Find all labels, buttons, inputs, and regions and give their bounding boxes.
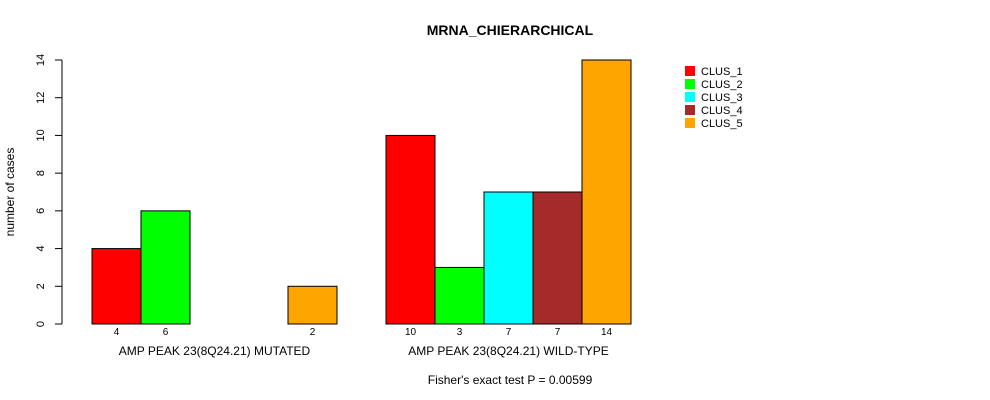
bar xyxy=(140,210,191,325)
bars xyxy=(91,59,632,325)
y-tick-label: 12 xyxy=(35,92,47,104)
group-labels: AMP PEAK 23(8Q24.21) MUTATED AMP PEAK 23(… xyxy=(119,344,609,358)
group-label: AMP PEAK 23(8Q24.21) MUTATED xyxy=(119,344,311,358)
fisher-test-footnote: Fisher's exact test P = 0.00599 xyxy=(428,373,593,387)
y-tick-label: 6 xyxy=(35,208,47,214)
legend-label: CLUS_1 xyxy=(701,66,743,78)
legend-swatch xyxy=(685,92,695,102)
y-tick-label: 10 xyxy=(35,129,47,141)
legend-label: CLUS_5 xyxy=(701,118,743,130)
chart-title: MRNA_CHIERARCHICAL xyxy=(427,22,594,38)
y-tick-label: 0 xyxy=(35,321,47,327)
bar xyxy=(287,285,338,325)
count-label: 7 xyxy=(555,327,561,338)
count-labels: 4 6 2 10 3 7 7 14 xyxy=(114,327,613,338)
legend-label: CLUS_2 xyxy=(701,79,743,91)
bar xyxy=(385,134,436,325)
bar xyxy=(532,191,583,325)
y-axis-label: number of cases xyxy=(3,148,17,237)
count-label: 2 xyxy=(310,327,316,338)
count-label: 6 xyxy=(163,327,169,338)
count-label: 10 xyxy=(405,327,417,338)
legend-swatch xyxy=(685,118,695,128)
y-tick-label: 2 xyxy=(35,283,47,289)
bar xyxy=(434,266,485,325)
legend-label: CLUS_4 xyxy=(701,105,743,117)
legend-swatch xyxy=(685,66,695,76)
y-tick-label: 8 xyxy=(35,170,47,176)
legend-label: CLUS_3 xyxy=(701,92,743,104)
legend-swatch xyxy=(685,79,695,89)
group-label: AMP PEAK 23(8Q24.21) WILD-TYPE xyxy=(408,344,609,358)
count-label: 7 xyxy=(506,327,512,338)
count-label: 14 xyxy=(601,327,613,338)
legend-swatch xyxy=(685,105,695,115)
y-tick-label: 4 xyxy=(35,246,47,252)
bar xyxy=(581,59,632,325)
y-axis: 0 2 4 6 8 10 12 14 xyxy=(35,54,63,327)
bar xyxy=(483,191,534,325)
y-tick-label: 14 xyxy=(35,54,47,66)
bar xyxy=(91,248,142,325)
count-label: 4 xyxy=(114,327,120,338)
count-label: 3 xyxy=(457,327,463,338)
